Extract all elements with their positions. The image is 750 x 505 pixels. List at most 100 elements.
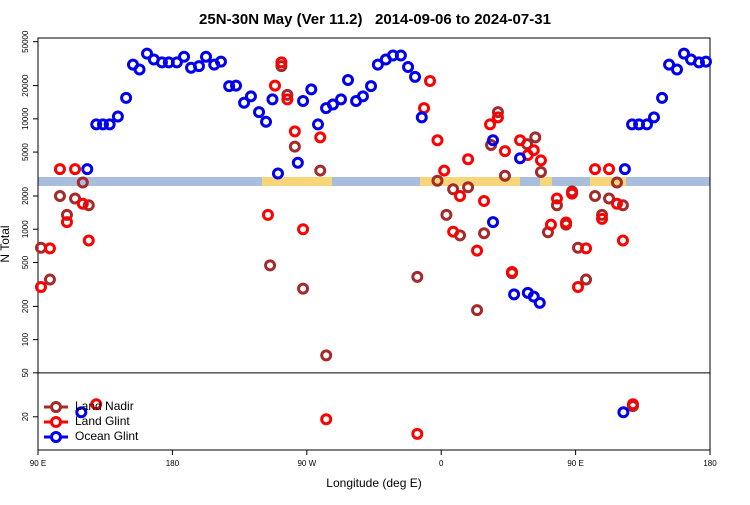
point bbox=[616, 199, 629, 212]
point bbox=[266, 93, 279, 106]
point bbox=[223, 80, 236, 93]
point bbox=[534, 165, 547, 178]
point bbox=[326, 98, 339, 111]
point bbox=[411, 427, 424, 440]
point bbox=[487, 134, 500, 147]
y-tick-label: 5000 bbox=[21, 143, 30, 161]
point bbox=[618, 163, 631, 176]
point bbox=[120, 91, 133, 104]
point bbox=[484, 118, 497, 131]
y-tick-label: 10000 bbox=[21, 107, 30, 130]
point bbox=[560, 216, 573, 229]
point bbox=[103, 118, 116, 131]
point bbox=[155, 56, 168, 69]
point bbox=[505, 265, 518, 278]
point bbox=[342, 73, 355, 86]
point bbox=[271, 167, 284, 180]
point bbox=[96, 118, 109, 131]
point bbox=[603, 163, 616, 176]
y-tick-label: 200 bbox=[21, 299, 30, 313]
point bbox=[69, 192, 82, 205]
point bbox=[571, 280, 584, 293]
point bbox=[438, 164, 451, 177]
point bbox=[544, 218, 557, 231]
point bbox=[529, 131, 542, 144]
point bbox=[214, 55, 227, 68]
point bbox=[141, 47, 154, 60]
y-tick-label: 50000 bbox=[21, 30, 30, 53]
point bbox=[610, 197, 623, 210]
point bbox=[297, 95, 310, 108]
point bbox=[69, 163, 82, 176]
point bbox=[60, 208, 73, 221]
y-tick-label: 20 bbox=[21, 412, 30, 421]
point bbox=[534, 154, 547, 167]
point bbox=[440, 208, 453, 221]
point bbox=[589, 163, 602, 176]
point bbox=[53, 163, 66, 176]
legend-marker bbox=[50, 416, 62, 428]
land-mask-strip bbox=[38, 177, 710, 186]
point bbox=[411, 270, 424, 283]
y-tick-label: 100 bbox=[21, 332, 30, 346]
point bbox=[230, 79, 243, 92]
x-tick-label: 90 W bbox=[297, 459, 316, 468]
point bbox=[394, 49, 407, 62]
point bbox=[275, 56, 288, 69]
point bbox=[514, 134, 527, 147]
point bbox=[596, 208, 609, 221]
legend-marker bbox=[50, 431, 62, 443]
point bbox=[253, 106, 266, 119]
point bbox=[471, 244, 484, 257]
point bbox=[261, 208, 274, 221]
point bbox=[491, 111, 504, 124]
point bbox=[76, 197, 89, 210]
point bbox=[238, 96, 251, 109]
point bbox=[527, 144, 540, 157]
y-tick-label: 20000 bbox=[21, 74, 30, 97]
point bbox=[170, 56, 183, 69]
point bbox=[462, 153, 475, 166]
point bbox=[487, 216, 500, 229]
point bbox=[297, 282, 310, 295]
point bbox=[320, 349, 333, 362]
point bbox=[260, 115, 273, 128]
x-tick-label: 0 bbox=[439, 459, 444, 468]
point bbox=[90, 118, 103, 131]
point bbox=[297, 223, 310, 236]
point bbox=[566, 187, 579, 200]
x-tick-label: 180 bbox=[703, 459, 717, 468]
y-tick-label: 1000 bbox=[21, 220, 30, 238]
legend-label: Land Glint bbox=[75, 414, 130, 428]
point bbox=[409, 70, 422, 83]
point bbox=[133, 63, 146, 76]
point bbox=[603, 192, 616, 205]
point bbox=[678, 47, 691, 60]
point bbox=[291, 156, 304, 169]
point bbox=[491, 106, 504, 119]
point bbox=[508, 288, 521, 301]
point bbox=[53, 190, 66, 203]
point bbox=[75, 406, 88, 419]
point bbox=[281, 93, 294, 106]
point bbox=[305, 83, 318, 96]
point bbox=[610, 176, 623, 189]
point bbox=[626, 398, 639, 411]
y-tick-label: 50 bbox=[21, 368, 30, 377]
point bbox=[82, 199, 95, 212]
point bbox=[320, 413, 333, 426]
point bbox=[670, 63, 683, 76]
point bbox=[580, 273, 593, 286]
point bbox=[514, 152, 527, 165]
y-tick-label: 2000 bbox=[21, 187, 30, 205]
point bbox=[312, 118, 324, 131]
point bbox=[81, 163, 94, 176]
point bbox=[34, 280, 47, 293]
point bbox=[498, 169, 511, 182]
point bbox=[533, 296, 546, 309]
y-tick-label: 500 bbox=[21, 255, 30, 269]
point bbox=[415, 111, 428, 124]
point bbox=[264, 259, 277, 272]
legend-label: Ocean Glint bbox=[75, 429, 139, 443]
